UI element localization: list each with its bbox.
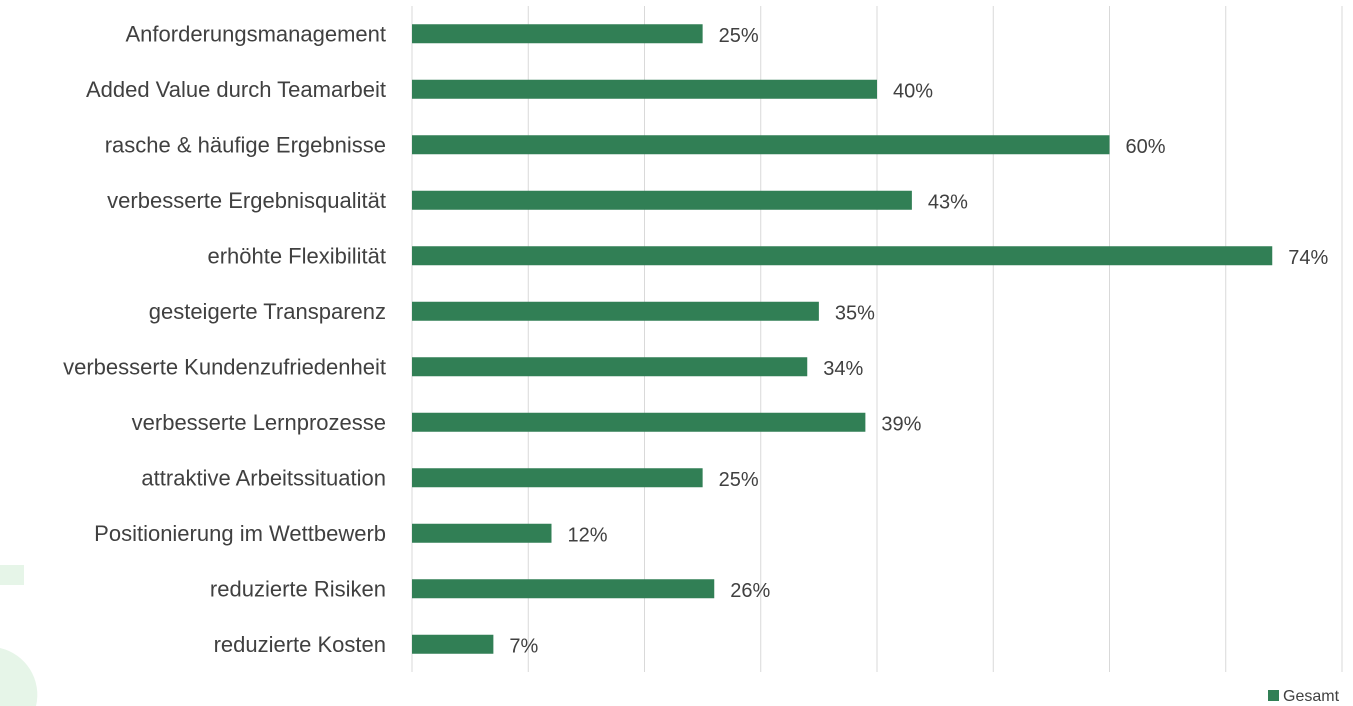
bar	[412, 246, 1273, 266]
bar	[412, 190, 912, 210]
category-label: reduzierte Kosten	[214, 632, 386, 657]
value-label: 25%	[719, 469, 759, 491]
category-label: Positionierung im Wettbewerb	[94, 521, 386, 546]
bar	[412, 579, 715, 599]
category-label: rasche & häufige Ergebnisse	[105, 132, 386, 157]
value-label: 34%	[823, 358, 863, 380]
category-label: attraktive Arbeitssituation	[141, 465, 386, 490]
category-label: Anforderungsmanagement	[126, 21, 387, 46]
bar	[412, 412, 866, 432]
category-label: reduzierte Risiken	[210, 576, 386, 601]
category-label: verbesserte Lernprozesse	[132, 410, 386, 435]
value-label: 26%	[730, 580, 770, 602]
value-label: 43%	[928, 191, 968, 213]
legend-label: Gesamt	[1283, 688, 1340, 705]
category-label: Added Value durch Teamarbeit	[86, 77, 386, 102]
bar	[412, 634, 494, 654]
value-label: 60%	[1126, 136, 1166, 158]
value-labels: 25% 40% 60% 43% 74% 35% 34% 39% 25% 12% 26% 7%	[509, 25, 1328, 658]
bar	[412, 24, 703, 44]
category-label: verbesserte Ergebnisqualität	[107, 188, 386, 213]
bar	[412, 79, 877, 99]
value-label: 7%	[509, 635, 538, 657]
value-label: 12%	[568, 524, 608, 546]
gridlines	[411, 6, 1343, 672]
value-label: 39%	[881, 413, 921, 435]
value-label: 25%	[719, 25, 759, 47]
bar	[412, 523, 552, 543]
value-label: 35%	[835, 302, 875, 324]
background-decoration	[0, 565, 38, 706]
legend-swatch	[1268, 690, 1279, 701]
category-label: verbesserte Kundenzufriedenheit	[63, 354, 386, 379]
bar	[412, 301, 819, 321]
value-label: 74%	[1288, 247, 1328, 269]
category-label: erhöhte Flexibilität	[207, 243, 386, 268]
category-label: gesteigerte Transparenz	[149, 299, 386, 324]
bars	[412, 24, 1273, 654]
legend: Gesamt	[1268, 688, 1340, 705]
bar	[412, 357, 808, 377]
bar	[412, 468, 703, 488]
category-labels: Anforderungsmanagement Added Value durch …	[63, 21, 386, 657]
value-label: 40%	[893, 80, 933, 102]
bar	[412, 135, 1110, 155]
